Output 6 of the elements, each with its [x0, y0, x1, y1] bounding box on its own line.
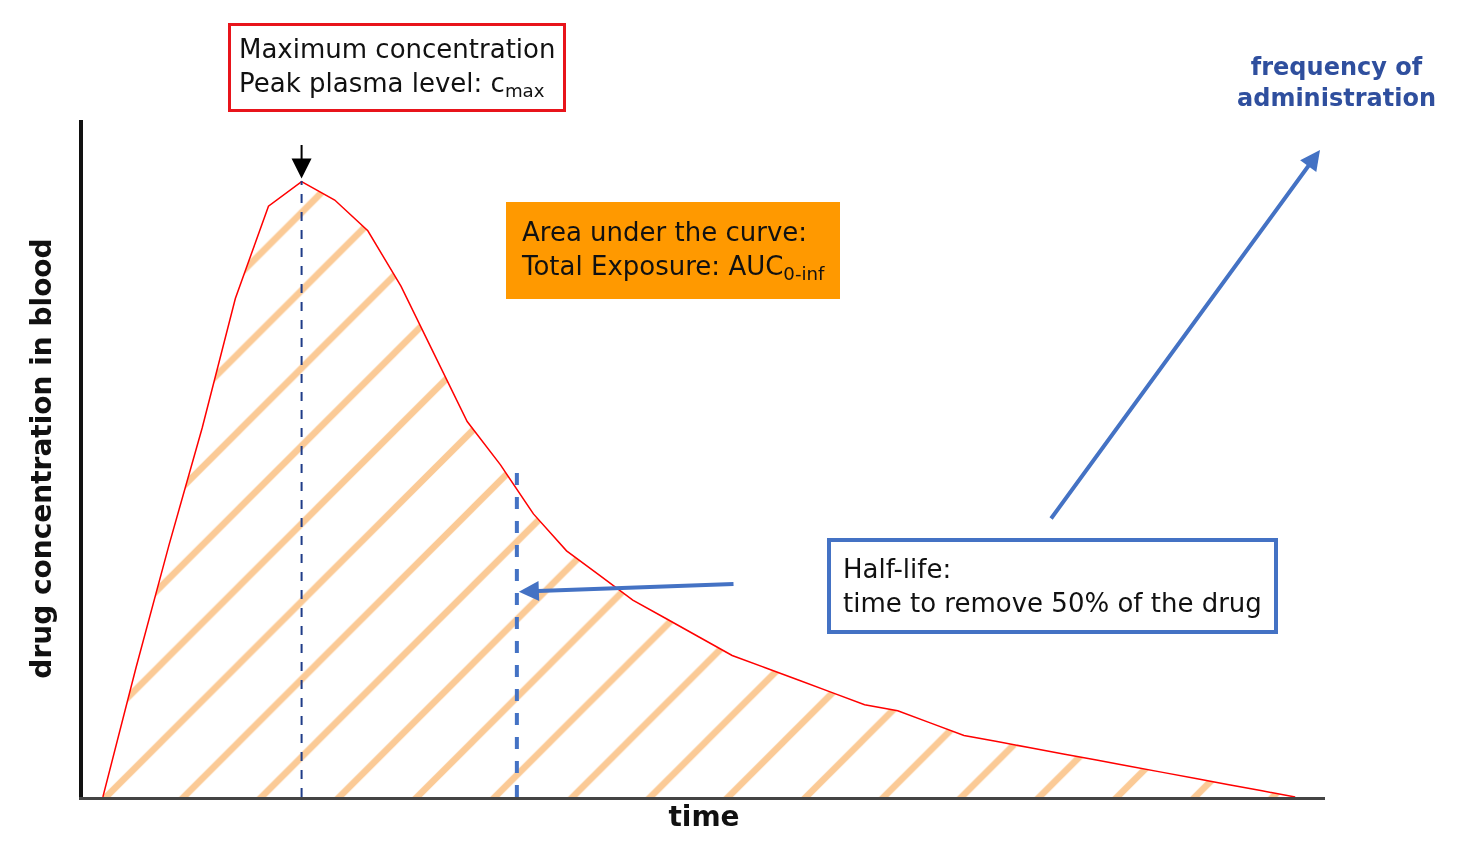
text: Maximum concentration Peak plasma level: c$_{max}$ [239, 34, 556, 102]
annotation: Half-life: time to remove 50% of the drug [843, 554, 1262, 618]
text: frequency of administration [1237, 53, 1436, 113]
y-axis-title: drug concentration in blood [25, 238, 59, 679]
x-axis-title: time [668, 800, 740, 834]
annotation: Area under the curve: Total Exposure: AUC$_{0-inf}$ [521, 217, 826, 285]
